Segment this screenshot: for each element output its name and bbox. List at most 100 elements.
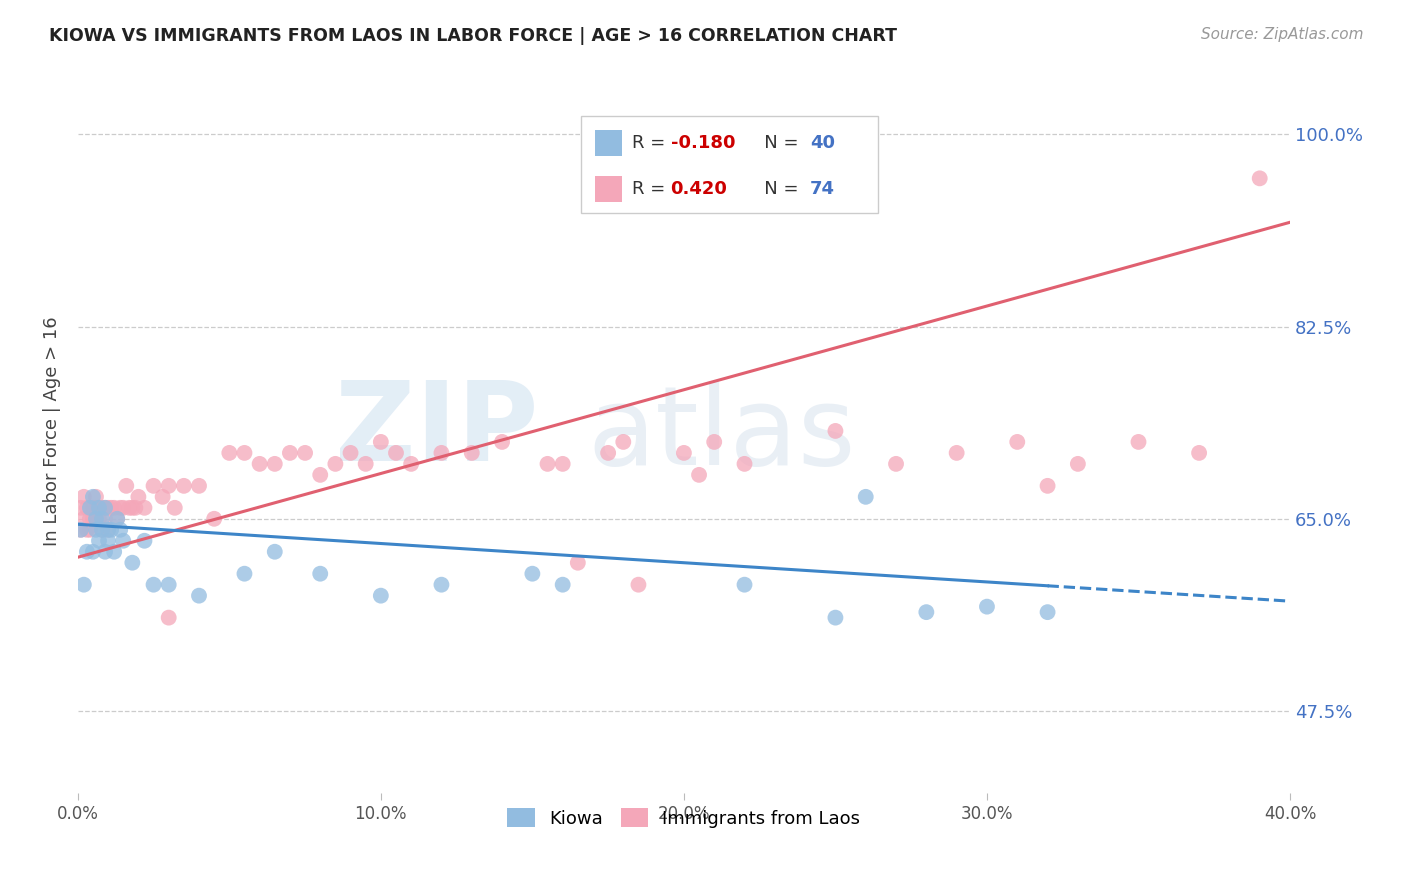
Point — [734, 577, 756, 591]
Point — [385, 446, 408, 460]
Point — [945, 446, 967, 460]
Point — [69, 500, 91, 515]
Point — [491, 434, 513, 449]
Text: 0.420: 0.420 — [671, 180, 727, 198]
Point — [82, 490, 104, 504]
Point — [734, 457, 756, 471]
Point — [142, 577, 165, 591]
Point — [163, 500, 186, 515]
FancyBboxPatch shape — [595, 130, 621, 156]
Text: N =: N = — [747, 134, 804, 152]
Point — [249, 457, 271, 471]
Point — [915, 605, 938, 619]
Point — [121, 500, 143, 515]
Point — [91, 523, 114, 537]
Point — [142, 479, 165, 493]
Point — [134, 533, 156, 548]
Point — [94, 545, 117, 559]
Point — [73, 577, 96, 591]
Point — [1007, 434, 1029, 449]
Point — [79, 523, 101, 537]
Point — [325, 457, 347, 471]
Point — [84, 500, 107, 515]
Point — [97, 523, 120, 537]
Point — [399, 457, 422, 471]
Point — [370, 434, 392, 449]
Point — [91, 523, 114, 537]
Point — [105, 512, 128, 526]
Point — [294, 446, 316, 460]
Point — [536, 457, 558, 471]
Point — [105, 512, 128, 526]
Point — [103, 500, 125, 515]
Point — [82, 512, 104, 526]
Point — [134, 500, 156, 515]
Point — [430, 577, 453, 591]
Point — [84, 490, 107, 504]
Point — [567, 556, 589, 570]
Point — [551, 577, 574, 591]
Point — [672, 446, 695, 460]
Point — [218, 446, 240, 460]
Point — [1036, 605, 1059, 619]
Point — [84, 523, 107, 537]
Point — [100, 500, 122, 515]
Point — [824, 424, 846, 438]
Point — [354, 457, 377, 471]
Legend: Kiowa, Immigrants from Laos: Kiowa, Immigrants from Laos — [501, 801, 868, 835]
Point — [1036, 479, 1059, 493]
Point — [124, 500, 146, 515]
Point — [188, 589, 211, 603]
Point — [73, 490, 96, 504]
Point — [87, 512, 110, 526]
Point — [103, 545, 125, 559]
Point — [278, 446, 301, 460]
Point — [233, 446, 256, 460]
Point — [87, 500, 110, 515]
Point — [598, 446, 620, 460]
Point — [173, 479, 195, 493]
Point — [110, 500, 132, 515]
Point — [1128, 434, 1150, 449]
Point — [121, 556, 143, 570]
Point — [339, 446, 361, 460]
Point — [91, 512, 114, 526]
Text: 40: 40 — [810, 134, 835, 152]
Point — [97, 500, 120, 515]
Point — [69, 523, 91, 537]
Text: atlas: atlas — [586, 381, 855, 488]
Point — [658, 797, 681, 812]
Point — [188, 479, 211, 493]
Point — [612, 434, 634, 449]
Point — [627, 577, 650, 591]
Point — [430, 446, 453, 460]
Point — [112, 533, 135, 548]
Point — [688, 467, 710, 482]
Point — [1067, 457, 1090, 471]
Point — [112, 500, 135, 515]
Point — [370, 589, 392, 603]
Point — [94, 500, 117, 515]
Point — [94, 500, 117, 515]
Point — [309, 566, 332, 581]
Text: ZIP: ZIP — [335, 377, 538, 484]
Point — [1188, 446, 1211, 460]
FancyBboxPatch shape — [581, 116, 877, 213]
Text: Source: ZipAtlas.com: Source: ZipAtlas.com — [1201, 27, 1364, 42]
Point — [76, 545, 98, 559]
Text: 74: 74 — [810, 180, 835, 198]
Point — [157, 479, 180, 493]
Point — [94, 512, 117, 526]
Point — [152, 490, 174, 504]
Point — [115, 479, 138, 493]
Point — [118, 500, 141, 515]
Point — [76, 500, 98, 515]
Point — [127, 490, 149, 504]
Point — [263, 457, 285, 471]
Point — [87, 533, 110, 548]
Point — [91, 500, 114, 515]
Y-axis label: In Labor Force | Age > 16: In Labor Force | Age > 16 — [44, 316, 60, 546]
Point — [824, 610, 846, 624]
Point — [82, 500, 104, 515]
Text: N =: N = — [747, 180, 804, 198]
